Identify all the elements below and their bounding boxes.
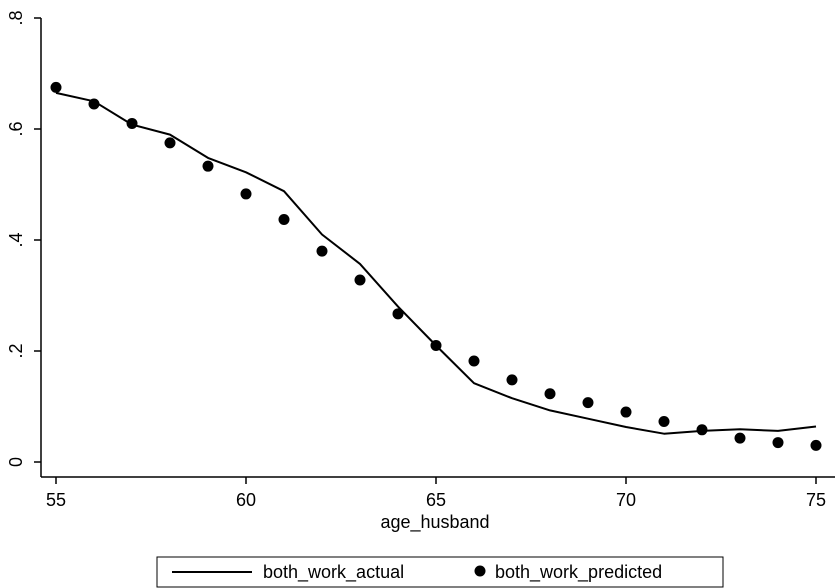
data-point-both-work-predicted <box>88 98 100 110</box>
y-tick-label: .8 <box>6 10 26 25</box>
plot-area: 0 .2 .4 .6 .8 55 60 65 70 75 age_husband <box>6 10 835 533</box>
legend: both_work_actual both_work_predicted <box>156 556 724 588</box>
data-point-both-work-predicted <box>658 415 670 427</box>
data-point-both-work-predicted <box>696 424 708 436</box>
legend-marker-swatch <box>474 565 486 577</box>
x-tick-label: 55 <box>46 490 66 510</box>
data-point-both-work-predicted <box>126 117 138 129</box>
y-tick-label: 0 <box>6 457 26 467</box>
data-point-both-work-predicted <box>164 137 176 149</box>
data-point-both-work-predicted <box>202 160 214 172</box>
y-tick-label: .2 <box>6 343 26 358</box>
y-tick-label: .6 <box>6 121 26 136</box>
data-point-both-work-predicted <box>50 81 62 93</box>
x-axis-ticks: 55 60 65 70 75 <box>46 477 826 510</box>
x-tick-label: 70 <box>616 490 636 510</box>
data-point-both-work-predicted <box>734 432 746 444</box>
data-point-both-work-predicted <box>354 274 366 286</box>
data-point-both-work-predicted <box>772 437 784 449</box>
x-axis-title: age_husband <box>380 512 489 533</box>
x-tick-label: 65 <box>426 490 446 510</box>
data-point-both-work-predicted <box>620 406 632 418</box>
x-tick-label: 75 <box>806 490 826 510</box>
data-point-both-work-predicted <box>582 397 594 409</box>
data-point-both-work-predicted <box>240 188 252 200</box>
data-point-both-work-predicted <box>506 374 518 386</box>
legend-label-actual: both_work_actual <box>263 562 404 583</box>
data-point-both-work-predicted <box>392 308 404 320</box>
y-axis-ticks: 0 .2 .4 .6 .8 <box>6 10 41 467</box>
data-point-both-work-predicted <box>810 439 822 451</box>
y-tick-label: .4 <box>6 232 26 247</box>
series-layer <box>50 81 822 451</box>
legend-label-predicted: both_work_predicted <box>495 562 662 583</box>
data-point-both-work-predicted <box>544 388 556 400</box>
x-tick-label: 60 <box>236 490 256 510</box>
data-point-both-work-predicted <box>316 245 328 257</box>
data-point-both-work-predicted <box>430 339 442 351</box>
data-point-both-work-predicted <box>278 213 290 225</box>
data-point-both-work-predicted <box>468 355 480 367</box>
